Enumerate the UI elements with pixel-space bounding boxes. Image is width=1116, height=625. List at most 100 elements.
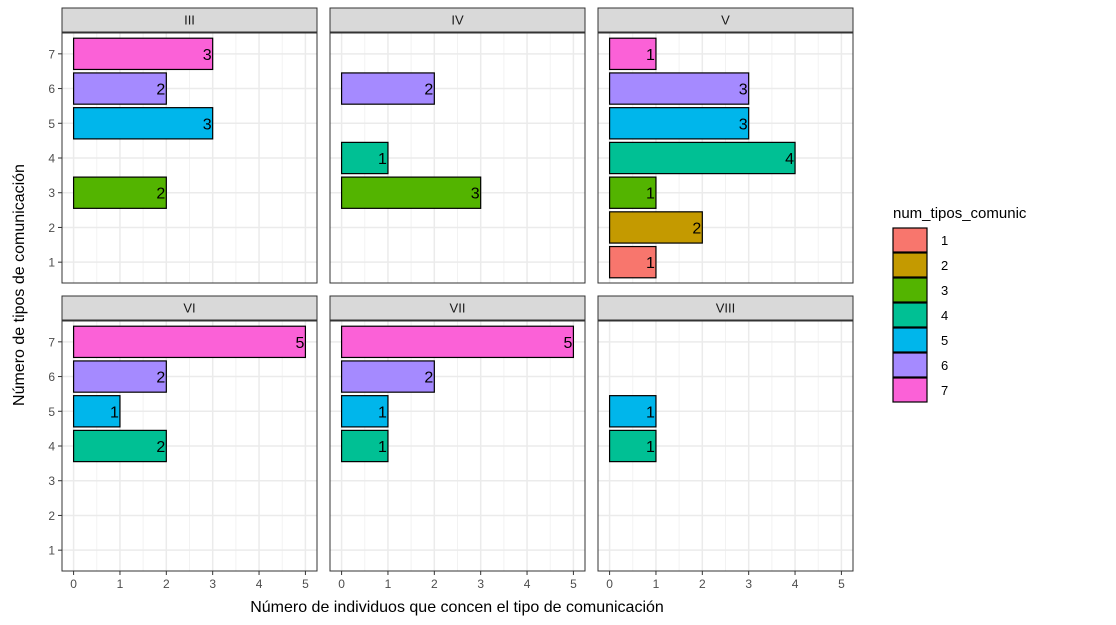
legend-swatch-7 <box>892 377 928 403</box>
facet-strip <box>329 7 586 33</box>
x-tick-label: 2 <box>431 577 438 591</box>
facet-strip-label: VII <box>450 301 466 316</box>
bar-value-label: 1 <box>646 186 655 203</box>
legend-label: 4 <box>941 308 948 323</box>
y-tick-label: 3 <box>48 474 55 488</box>
bar-value-label: 4 <box>785 151 794 168</box>
facet-panel-VI: VI 5 2 1 2 1 2 3 4 5 6 7 0 1 2 3 4 5 <box>48 295 318 591</box>
facet-panel-IV: IV 2 1 3 <box>329 7 586 284</box>
bar-value-label: 1 <box>378 439 387 456</box>
legend-label: 3 <box>941 283 948 298</box>
x-tick-label: 4 <box>524 577 531 591</box>
bar-type-4 <box>608 141 796 175</box>
panel-border <box>329 320 586 572</box>
bar-type-5 <box>340 395 389 428</box>
x-tick-label: 5 <box>302 577 309 591</box>
x-tick-label: 5 <box>570 577 577 591</box>
x-tick-label: 4 <box>792 577 799 591</box>
x-tick-label: 1 <box>653 577 660 591</box>
facet-strip <box>597 7 854 33</box>
panel-border <box>597 32 854 284</box>
x-tick-label: 2 <box>699 577 706 591</box>
legend-swatch-4 <box>892 302 928 328</box>
bar-type-5 <box>72 395 121 428</box>
y-tick-label: 3 <box>48 186 55 200</box>
bar-value-label: 1 <box>646 404 655 421</box>
y-tick-label: 2 <box>48 509 55 523</box>
bar-value-label: 5 <box>296 335 305 352</box>
legend-label: 6 <box>941 358 948 373</box>
bar-type-6 <box>72 72 167 105</box>
bar-type-2 <box>608 211 703 244</box>
bar-value-label: 1 <box>110 404 119 421</box>
bar-value-label: 3 <box>739 82 748 99</box>
y-tick-label: 1 <box>48 544 55 558</box>
facet-strip-label: VIII <box>716 301 736 316</box>
x-tick-label: 5 <box>838 577 845 591</box>
facet-panel-VIII: VIII 1 1 0 1 2 3 4 5 <box>597 295 854 591</box>
legend-swatch-3 <box>892 277 928 303</box>
bar-type-5 <box>608 107 750 140</box>
facet-strip <box>61 295 318 321</box>
facet-strip-label: V <box>721 13 730 28</box>
bar-type-6 <box>340 72 435 105</box>
bar-type-1 <box>608 245 657 279</box>
y-tick-label: 7 <box>48 335 55 349</box>
x-tick-label: 0 <box>606 577 613 591</box>
facet-strip <box>597 295 854 321</box>
legend-label: 7 <box>941 383 948 398</box>
x-tick-label: 3 <box>477 577 484 591</box>
bar-value-label: 3 <box>739 116 748 133</box>
facet-panel-III: III 3 2 3 2 1 2 3 4 5 6 7 <box>48 7 318 284</box>
legend-swatch-5 <box>892 327 928 353</box>
bar-value-label: 1 <box>378 151 387 168</box>
y-tick-label: 4 <box>48 440 55 454</box>
legend-label: 2 <box>941 258 948 273</box>
bar-type-4 <box>72 429 167 463</box>
bar-type-6 <box>340 360 435 393</box>
bar-value-label: 2 <box>156 82 165 99</box>
y-tick-label: 2 <box>48 221 55 235</box>
bar-value-label: 3 <box>203 116 212 133</box>
facet-strip <box>329 295 586 321</box>
y-tick-label: 5 <box>48 405 55 419</box>
legend-swatch-6 <box>892 352 928 378</box>
bar-value-label: 2 <box>156 370 165 387</box>
bar-value-label: 5 <box>564 335 573 352</box>
bar-value-label: 1 <box>646 255 655 272</box>
facet-strip <box>61 7 318 33</box>
bar-type-4 <box>340 429 389 463</box>
legend-title: num_tipos_comunic <box>893 205 1027 222</box>
bar-value-label: 1 <box>378 404 387 421</box>
bar-type-7 <box>608 37 657 71</box>
facet-panel-V: V 1 3 3 4 1 2 1 <box>597 7 854 284</box>
bar-value-label: 2 <box>424 370 433 387</box>
legend: num_tipos_comunic 1 2 3 4 5 6 7 <box>892 205 1027 403</box>
bar-value-label: 3 <box>471 186 480 203</box>
bar-type-6 <box>608 72 750 105</box>
bar-value-label: 1 <box>646 47 655 64</box>
panel-border <box>597 320 854 572</box>
bar-type-6 <box>72 360 167 393</box>
bar-value-label: 1 <box>646 439 655 456</box>
bar-value-label: 2 <box>156 439 165 456</box>
bar-type-5 <box>608 395 657 428</box>
bar-type-7 <box>72 325 307 359</box>
facet-strip-label: VI <box>183 301 195 316</box>
bar-type-4 <box>608 429 657 463</box>
x-tick-label: 0 <box>70 577 77 591</box>
facet-strip-label: III <box>184 13 195 28</box>
x-tick-label: 4 <box>256 577 263 591</box>
bar-type-5 <box>72 107 214 140</box>
bar-type-3 <box>340 176 482 209</box>
bar-type-3 <box>72 176 167 209</box>
x-axis-title: Número de individuos que concen el tipo … <box>250 599 664 616</box>
y-tick-label: 4 <box>48 152 55 166</box>
panel-border <box>329 32 586 284</box>
bar-type-7 <box>72 37 214 71</box>
x-tick-label: 1 <box>117 577 124 591</box>
x-tick-label: 1 <box>385 577 392 591</box>
bar-value-label: 2 <box>156 186 165 203</box>
bar-value-label: 2 <box>424 82 433 99</box>
